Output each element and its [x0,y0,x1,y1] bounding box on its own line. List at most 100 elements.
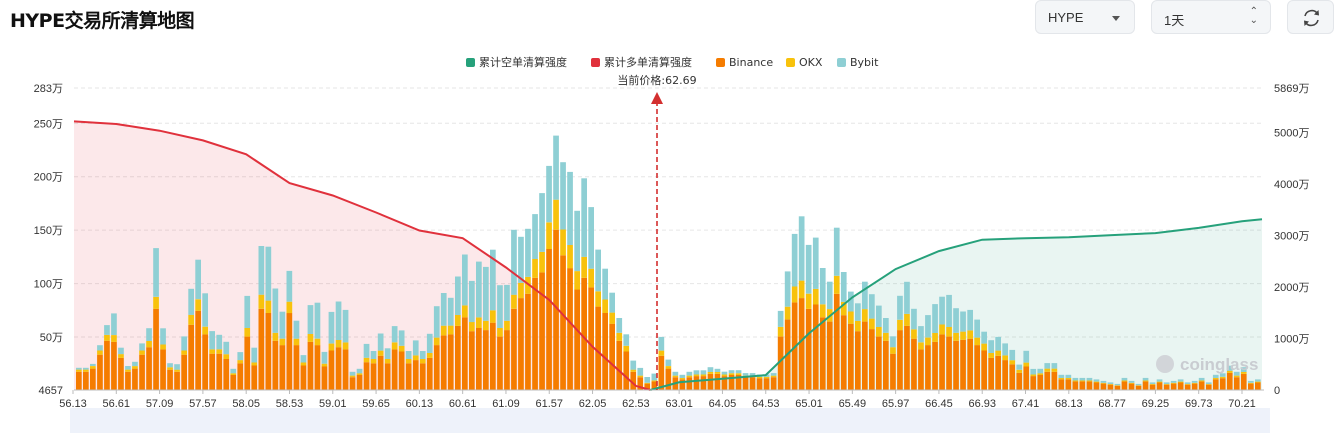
bar-binance [237,363,244,390]
legend-short-swatch [466,58,475,67]
bar-binance [216,353,223,390]
legend-short-label[interactable]: 累计空单清算强度 [479,55,567,69]
interval-select[interactable]: 1天 ⌃ ⌄ [1151,0,1271,34]
bar-okx [230,373,237,375]
bar-okx [581,256,587,278]
bar-bybit [1177,379,1184,382]
bar-okx [714,372,721,374]
legend-bybit-label[interactable]: Bybit [850,56,879,69]
bar-binance [1086,381,1093,390]
bar-okx [1163,384,1170,385]
bar-okx [83,369,89,372]
legend-okx-label[interactable]: OKX [799,56,823,69]
bar-bybit [946,294,952,327]
bar-bybit [321,351,328,364]
x-tick-label: 70.21 [1228,398,1256,410]
bar-bybit [462,254,468,306]
bar-binance [1191,383,1198,390]
bar-okx [763,376,770,379]
bar-binance [588,287,594,390]
bar-okx [118,354,124,358]
bar-okx [195,299,201,311]
left-axis-label: 250万 [34,118,63,130]
bar-bybit [539,193,545,252]
bar-binance [1212,379,1219,390]
bar-okx [455,315,461,326]
legend-long-label[interactable]: 累计多单清算强度 [604,55,692,69]
bar-binance [911,338,917,390]
bar-bybit [497,285,503,328]
bar-binance [602,313,608,390]
bar-okx [76,369,82,372]
bar-bybit [363,343,370,358]
bar-bybit [504,284,510,321]
bar-bybit [749,373,756,376]
x-tick-label: 65.49 [839,398,867,410]
bar-okx [1023,362,1030,367]
bar-okx [209,349,215,354]
bar-binance [497,336,503,390]
bar-bybit [637,367,644,376]
bar-binance [1072,381,1079,390]
bar-bybit [876,305,882,327]
bar-okx [609,312,615,324]
bar-bybit [840,272,847,302]
bar-okx [237,360,244,364]
symbol-select[interactable]: HYPE [1035,0,1135,34]
bar-okx [518,282,524,299]
bar-okx [314,338,321,346]
bar-okx [363,357,370,363]
bar-binance [721,376,728,390]
bar-bybit [251,347,258,363]
bar-okx [840,301,847,316]
refresh-icon [1304,9,1319,27]
bar-okx [546,222,552,249]
bar-bybit [1065,374,1072,378]
refresh-button[interactable] [1287,0,1334,34]
bar-okx [602,299,608,313]
bar-bybit [883,318,889,333]
bar-binance [188,324,194,390]
bar-okx [665,366,672,369]
bar-binance [869,329,875,390]
bar-binance [1002,360,1008,390]
bar-binance [630,371,637,390]
bar-okx [398,345,405,352]
bar-binance [1226,372,1233,390]
bar-bybit [595,249,601,292]
bar-binance [1219,378,1226,390]
bar-bybit [483,266,489,321]
short-cumulative-line [650,218,1263,391]
bar-okx [595,291,601,307]
bar-okx [869,318,875,330]
bar-binance [447,334,454,390]
bar-binance [742,377,749,390]
x-tick-label: 63.01 [665,398,693,410]
bar-okx [798,280,805,298]
bar-bybit [265,246,272,301]
bar-okx [174,369,180,372]
coinglass-logo-icon [1156,355,1174,373]
bar-okx [90,366,96,369]
legend-binance-label[interactable]: Binance [729,56,773,69]
bar-binance [995,355,1001,390]
bar-okx [721,374,728,377]
bar-okx [1170,382,1177,384]
x-tick-label: 64.53 [752,398,780,410]
bar-bybit [440,293,447,326]
bar-bybit [581,178,587,257]
bar-binance [1135,385,1142,390]
bar-bybit [602,268,608,300]
bar-binance [805,308,812,390]
bar-bybit [574,210,580,272]
bar-binance [812,304,819,390]
bar-okx [125,369,131,372]
bar-bybit [553,135,559,200]
current-price-marker: 当前价格:62.69 [617,73,697,390]
bar-okx [988,353,994,358]
bar-bybit [1156,379,1163,382]
bar-okx [300,362,307,366]
zoom-slider[interactable] [70,408,1270,433]
bar-bybit [90,363,96,366]
bar-binance [525,293,531,390]
